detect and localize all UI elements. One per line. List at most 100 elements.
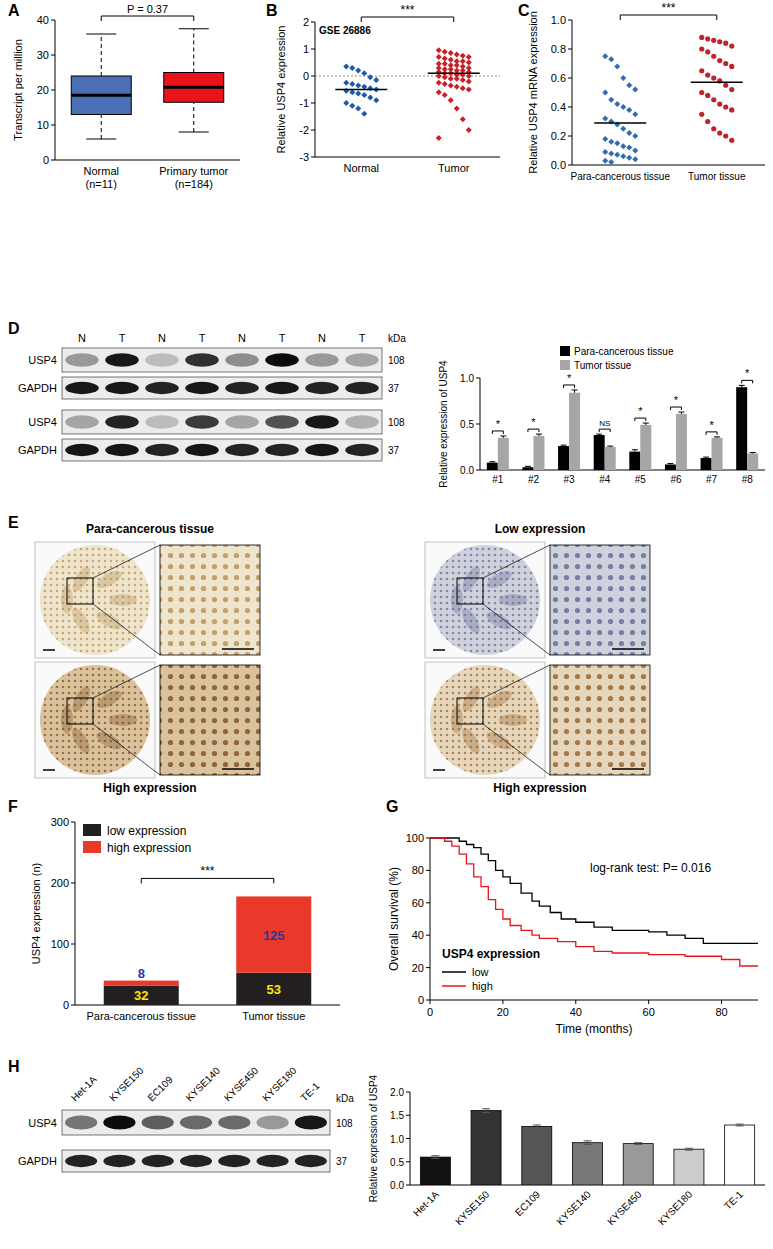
y-tick [406,1138,410,1139]
data-label: 32 [134,988,148,1003]
x-tick [502,1000,503,1004]
point [454,105,460,111]
point [699,90,704,95]
band [103,1116,135,1130]
significance-bracket [670,407,681,410]
kda-label: 37 [388,445,400,456]
significance-bracket [599,429,610,432]
point [723,61,728,66]
point [723,83,728,88]
x-tick-label: #8 [742,474,754,485]
point [608,159,614,165]
x-tick [648,1000,649,1004]
band [105,382,139,394]
mean-line [594,122,646,124]
point [614,152,620,158]
scale-bar [612,768,644,770]
y-tick-label: 2.0 [390,1087,404,1098]
x-tick-label: 20 [497,1006,509,1018]
bar [747,453,758,470]
lane-label: N [78,332,86,344]
point [632,111,638,117]
point [626,130,632,136]
point [602,90,608,96]
tissue-region [484,729,514,753]
y-tick [406,1092,410,1093]
figure: ABCDEFGH010203040Transcript per millionN… [0,0,773,1249]
point [729,87,734,92]
scale-bar [222,648,254,650]
whisker-cap [179,28,209,29]
x-tick-label: #2 [528,474,540,485]
legend-label: low expression [107,824,186,838]
bar [712,438,723,470]
point [711,126,716,131]
bar [573,1143,603,1185]
whisker-cap [86,34,116,35]
whisker [101,115,102,140]
x-tick-note: (n=11) [86,178,117,190]
x-tick-label: Para-cancerous tissue [87,1010,196,1022]
x-tick-label: #7 [706,474,718,485]
legend-label: Tumor tissue [574,360,632,371]
point [614,101,620,107]
bar [736,387,747,470]
x-tick-label: Het-1A [411,1188,441,1218]
error-bar [678,412,684,414]
band [180,1116,212,1130]
point [436,135,442,141]
point [608,150,614,156]
whisker [193,102,194,132]
panel-letter: E [8,514,19,531]
data-label: 53 [267,982,281,997]
point [632,133,638,139]
tissue-region [459,564,483,594]
unit-label: kDa [336,1093,354,1104]
y-tick-label: 30 [37,49,49,61]
x-tick-label: Tumor [438,162,470,174]
legend-swatch [560,346,570,356]
y-tick-label: 0.8 [551,43,566,55]
point [717,39,722,44]
point [361,111,367,117]
x-tick-label: 40 [570,1006,582,1018]
lane-label: N [318,332,326,344]
legend-label: high [472,980,493,992]
significance-label: * [496,418,501,430]
scale-bar [612,648,644,650]
point [705,73,710,78]
error-bar [533,1125,541,1128]
reference-line [315,76,500,77]
point [448,82,454,88]
error-bar [736,1124,744,1126]
y-tick-label: 0.0 [390,1180,404,1191]
bar [640,425,651,470]
point [699,46,704,51]
point [626,155,632,161]
point [620,126,626,132]
x-tick-label: TE-1 [722,1188,745,1211]
y-tick-label: 0.2 [551,130,566,142]
point [626,107,632,113]
zoom-connector [483,665,550,698]
point [448,57,454,63]
point [343,64,349,70]
point [436,54,442,60]
x-axis [572,165,765,166]
tissue-region [484,567,514,591]
band [145,382,179,394]
band [345,415,379,428]
significance-label: * [567,372,572,384]
zoom-box [457,578,483,604]
error-bar [643,423,649,425]
panel-letter: F [8,798,18,815]
significance-label: * [745,367,750,379]
y-tick-label: 20 [37,84,49,96]
y-axis-title: USP4 expression (n) [30,863,42,965]
kda-label: 108 [336,1118,353,1129]
bar [522,1126,552,1185]
row-label: USP4 [28,354,57,366]
bar-segment [104,981,179,986]
zoom-connector [483,724,550,775]
tissue-region [69,684,93,714]
